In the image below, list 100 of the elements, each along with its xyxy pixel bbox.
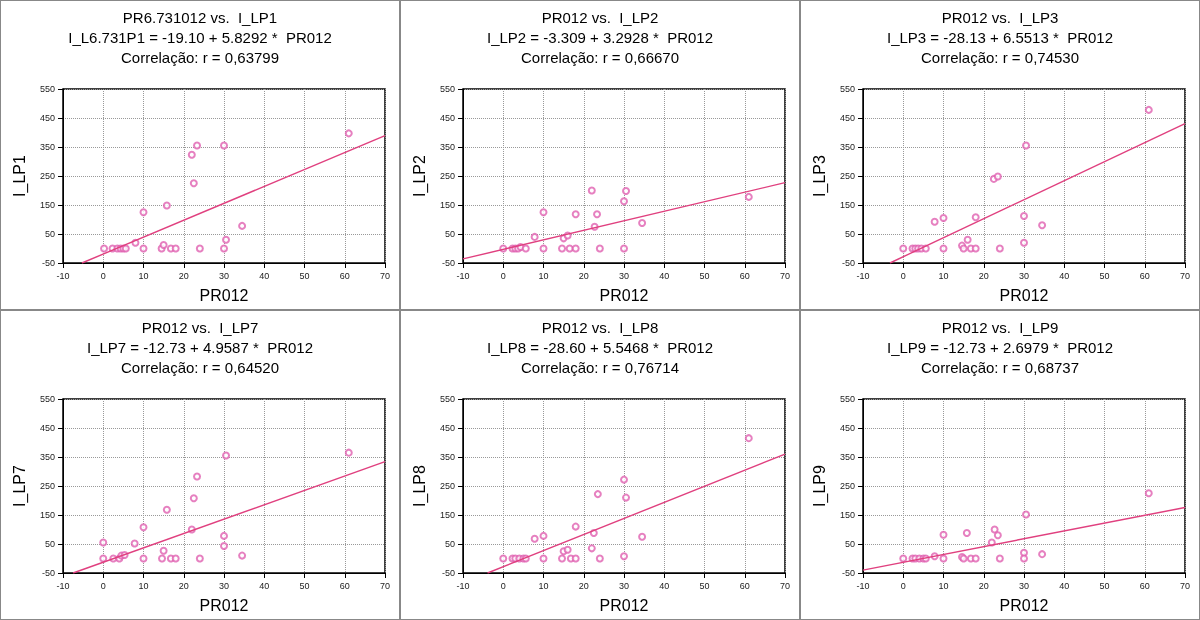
- y-axis-title: I_LP2: [410, 154, 429, 197]
- y-tick-label: 550: [39, 84, 55, 94]
- y-axis-title: I_LP8: [410, 464, 429, 507]
- y-axis-title: I_LP3: [810, 154, 829, 197]
- x-axis-title: PR012: [999, 286, 1049, 304]
- x-tick-label: 50: [299, 580, 310, 591]
- x-tick-label: 20: [578, 580, 589, 591]
- y-tick-label: 450: [439, 423, 455, 433]
- x-tick-label: 40: [659, 270, 670, 281]
- y-tick-label: -50: [41, 258, 55, 268]
- x-tick-label: 70: [779, 580, 791, 591]
- x-tick-label: 20: [578, 270, 589, 281]
- y-tick-label: 550: [439, 84, 455, 94]
- x-tick-label: 30: [218, 270, 230, 281]
- text: Correlação: r = 0,66670: [520, 49, 680, 66]
- y-tick-label: 150: [839, 510, 855, 520]
- y-tick-label: -50: [441, 568, 455, 578]
- y-tick-label: 550: [839, 84, 855, 94]
- x-tick-label: 10: [538, 270, 549, 281]
- y-tick-label: 550: [839, 394, 855, 404]
- y-tick-label: 150: [439, 510, 455, 520]
- x-tick-label: -10: [456, 270, 470, 281]
- y-tick-label: 450: [839, 113, 855, 123]
- x-tick-label: 10: [138, 270, 149, 281]
- x-tick-label: 40: [659, 580, 670, 591]
- chart-title: PR012 vs. I_LP7: [141, 319, 259, 336]
- chart-subtitle: I_LP3 = -28.13 + 6.5513 * PR012: [886, 29, 1114, 46]
- y-tick-label: 250: [439, 171, 455, 181]
- x-tick-label: 30: [1018, 270, 1030, 281]
- x-tick-label: 20: [978, 580, 989, 591]
- y-tick-label: 50: [44, 539, 55, 549]
- x-axis-title: PR012: [199, 286, 249, 304]
- y-tick-label: 250: [839, 481, 855, 491]
- x-tick-label: 10: [538, 580, 549, 591]
- y-tick-label: 350: [439, 142, 455, 152]
- chart-subtitle: I_LP7 = -12.73 + 4.9587 * PR012: [86, 339, 314, 356]
- y-tick-label: -50: [441, 258, 455, 268]
- x-tick-label: 30: [618, 270, 630, 281]
- chart-subtitle: I_LP8 = -28.60 + 5.5468 * PR012: [486, 339, 714, 356]
- x-tick-label: 50: [699, 580, 710, 591]
- y-tick-label: 350: [39, 452, 55, 462]
- y-tick-label: 350: [839, 142, 855, 152]
- x-tick-label: 60: [339, 270, 350, 281]
- y-axis-title: I_LP7: [10, 464, 29, 507]
- x-tick-label: -10: [56, 580, 70, 591]
- y-tick-label: 50: [444, 539, 455, 549]
- y-axis-title: I_LP9: [810, 464, 829, 507]
- x-tick-label: 70: [1179, 270, 1191, 281]
- x-tick-label: 60: [739, 580, 750, 591]
- y-tick-label: 350: [839, 452, 855, 462]
- x-tick-label: 60: [739, 270, 750, 281]
- x-tick-label: -10: [456, 580, 470, 591]
- x-tick-label: 40: [1059, 270, 1070, 281]
- y-axis-title: I_LP1: [10, 154, 29, 197]
- y-tick-label: 450: [839, 423, 855, 433]
- x-tick-label: 40: [1059, 580, 1070, 591]
- x-tick-label: 40: [259, 580, 270, 591]
- x-axis-title: PR012: [599, 596, 649, 614]
- chart-subtitle: I_L6.731P1 = -19.10 + 5.8292 * PR012: [68, 29, 332, 46]
- x-tick-label: 50: [1099, 580, 1110, 591]
- x-tick-label: 10: [938, 270, 949, 281]
- y-tick-label: 450: [439, 113, 455, 123]
- x-tick-label: 0: [900, 270, 906, 281]
- x-tick-label: 70: [379, 270, 391, 281]
- x-tick-label: 30: [618, 580, 630, 591]
- x-tick-label: 20: [978, 270, 989, 281]
- chart-title: PR6.731012 vs. I_LP1: [122, 9, 278, 26]
- x-tick-label: -10: [856, 580, 870, 591]
- y-tick-label: -50: [41, 568, 55, 578]
- y-tick-label: -50: [841, 568, 855, 578]
- text: Correlação: r = 0,64520: [120, 359, 280, 376]
- text: Correlação: r = 0,63799: [120, 49, 280, 66]
- x-tick-label: 20: [178, 270, 189, 281]
- chart-subtitle: I_LP9 = -12.73 + 2.6979 * PR012: [886, 339, 1114, 356]
- y-tick-label: 250: [39, 481, 55, 491]
- x-axis-title: PR012: [199, 596, 249, 614]
- y-tick-label: 150: [439, 200, 455, 210]
- text: Correlação: r = 0,76714: [520, 359, 680, 376]
- y-tick-label: 250: [839, 171, 855, 181]
- y-tick-label: -50: [841, 258, 855, 268]
- x-tick-label: 40: [259, 270, 270, 281]
- x-tick-label: 50: [299, 270, 310, 281]
- x-tick-label: 50: [1099, 270, 1110, 281]
- y-tick-label: 250: [39, 171, 55, 181]
- y-tick-label: 550: [39, 394, 55, 404]
- y-tick-label: 150: [839, 200, 855, 210]
- x-tick-label: 0: [100, 270, 106, 281]
- chart-title: PR012 vs. I_LP9: [941, 319, 1059, 336]
- y-tick-label: 50: [844, 229, 855, 239]
- x-axis-title: PR012: [999, 596, 1049, 614]
- y-tick-label: 50: [444, 229, 455, 239]
- y-tick-label: 450: [39, 113, 55, 123]
- y-tick-label: 50: [844, 539, 855, 549]
- y-tick-label: 150: [39, 200, 55, 210]
- x-tick-label: 60: [1139, 580, 1150, 591]
- x-tick-label: -10: [56, 270, 70, 281]
- chart-title: PR012 vs. I_LP3: [941, 9, 1059, 26]
- text: Correlação: r = 0,68737: [920, 359, 1080, 376]
- chart-title: PR012 vs. I_LP8: [541, 319, 659, 336]
- y-tick-label: 350: [439, 452, 455, 462]
